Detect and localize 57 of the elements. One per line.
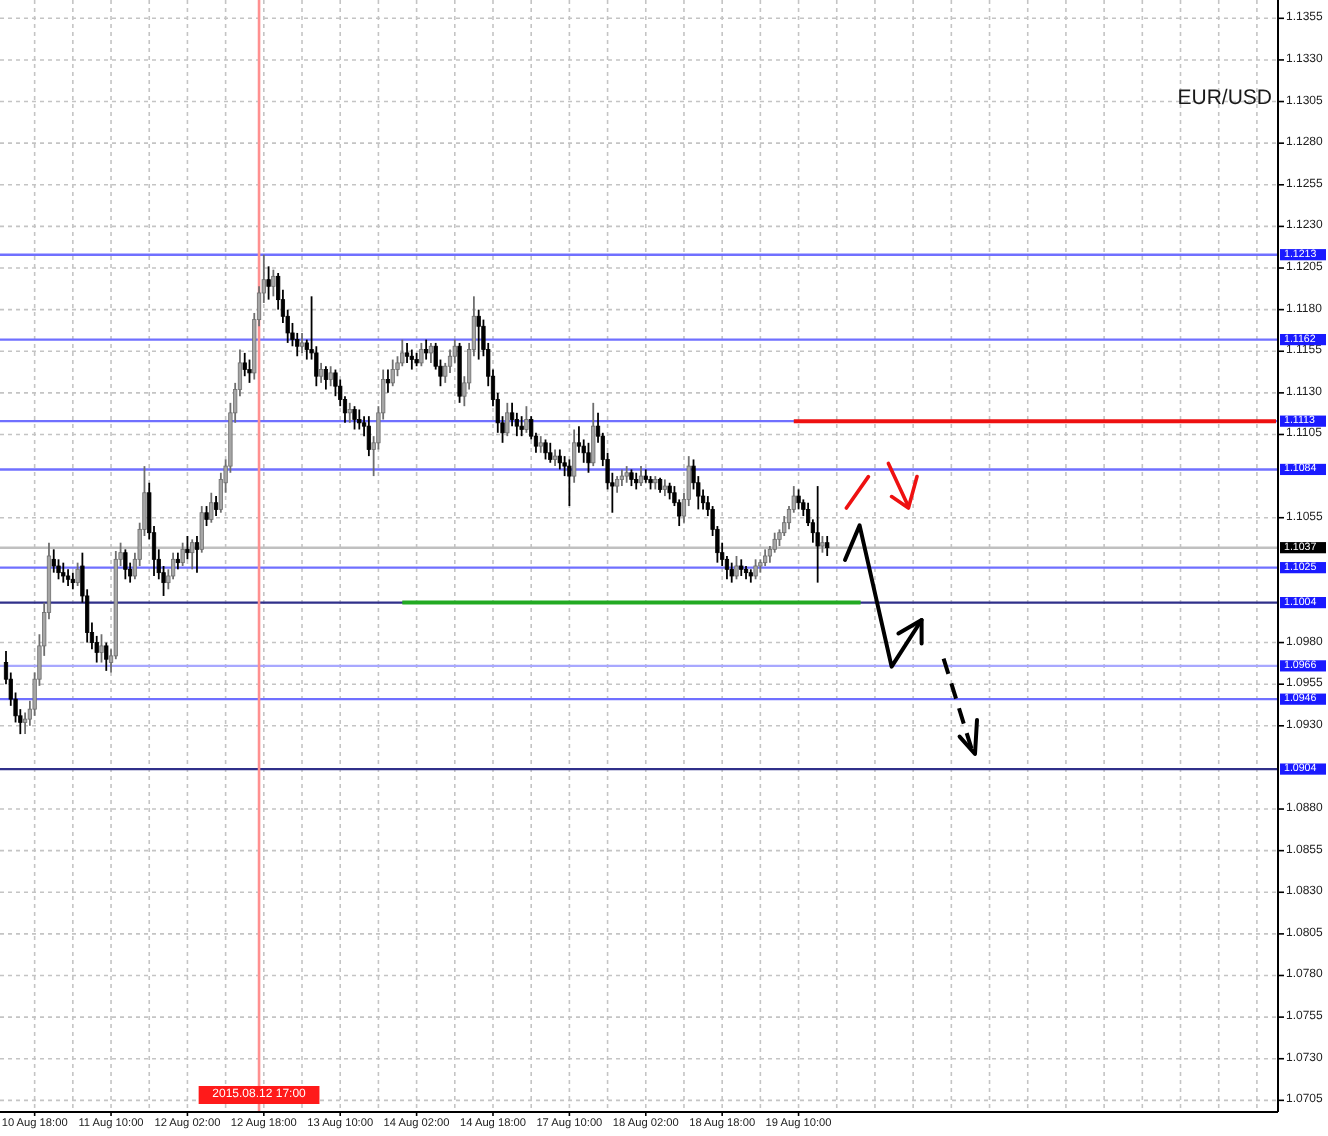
candlestick [509, 401, 515, 428]
candlestick [796, 488, 801, 511]
candlestick [213, 495, 219, 517]
candlestick [729, 561, 734, 584]
candlestick [586, 441, 591, 474]
candlestick [185, 535, 190, 561]
candlestick [247, 358, 252, 384]
candlestick [199, 505, 204, 554]
candlestick [385, 368, 391, 394]
candlestick [209, 491, 214, 524]
candlestick [638, 465, 644, 487]
candlestick [242, 352, 247, 378]
candlestick [357, 408, 362, 431]
candlestick [543, 438, 548, 461]
candlestick [505, 401, 510, 438]
candlestick [180, 541, 185, 567]
candlestick [476, 308, 481, 361]
candlestick [123, 548, 128, 581]
candlestick [519, 415, 524, 438]
candlestick [524, 405, 529, 434]
candlestick [419, 342, 424, 368]
candlestick [390, 358, 395, 388]
candlestick [409, 348, 414, 371]
candlestick [61, 561, 66, 584]
candlestick [194, 535, 200, 574]
candlestick [753, 558, 758, 581]
candlestick [514, 411, 519, 438]
candlestick [347, 401, 352, 424]
candlestick [299, 332, 305, 354]
text: EUR/USD [1177, 86, 1273, 110]
candlestick [190, 538, 195, 571]
candlestick [51, 548, 56, 574]
candlestick [75, 561, 80, 587]
candlestick [266, 265, 271, 301]
candlestick [428, 342, 434, 364]
candlestick [557, 448, 562, 471]
candlestick [328, 365, 333, 388]
candlestick [400, 338, 405, 368]
candlestick [352, 405, 357, 431]
candlestick [271, 268, 276, 298]
candlestick [815, 485, 820, 584]
candlestick [204, 505, 209, 527]
candlestick [591, 401, 596, 468]
candlestick [548, 441, 553, 464]
candlestick [323, 365, 329, 391]
candlestick [572, 428, 577, 484]
candlestick [366, 415, 371, 458]
candlestick [104, 641, 109, 672]
candlestick [318, 362, 324, 384]
candlestick [825, 535, 830, 557]
candlestick [734, 555, 739, 581]
candlestick [333, 368, 338, 398]
candlestick [567, 458, 572, 507]
candlestick [99, 633, 104, 664]
candlestick [404, 342, 410, 364]
candlestick [170, 551, 176, 581]
candlestick [424, 338, 429, 361]
